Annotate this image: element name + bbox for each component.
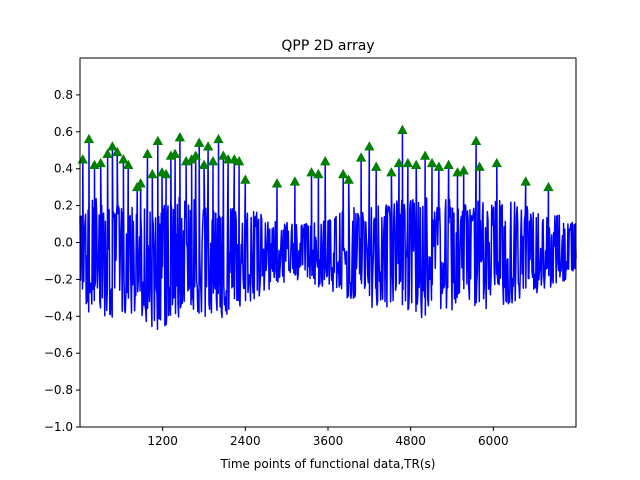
peak-marker: [520, 176, 531, 186]
peak-marker: [193, 137, 205, 147]
peak-marker: [222, 154, 234, 164]
signal-layer: [79, 129, 577, 331]
y-tick-label: −0.4: [44, 309, 73, 323]
peak-marker: [289, 176, 301, 186]
peak-marker: [426, 157, 438, 168]
peak-marker: [410, 159, 422, 170]
y-tick-label: 0.0: [54, 236, 73, 250]
peak-marker: [271, 178, 283, 188]
peak-marker: [474, 161, 485, 171]
peak-marker: [419, 150, 431, 160]
peak-marker: [207, 155, 219, 166]
peak-marker: [77, 154, 88, 164]
peak-marker: [355, 152, 367, 162]
x-tick-label: 3600: [313, 434, 344, 448]
peak-marker: [135, 178, 146, 188]
peak-marker: [233, 155, 245, 166]
peak-marker: [190, 150, 201, 160]
x-tick-label: 1200: [147, 434, 178, 448]
peak-marker: [218, 150, 229, 160]
peak-marker: [112, 146, 123, 157]
peak-marker: [174, 132, 186, 142]
peak-marker: [306, 167, 317, 177]
signal-line: [79, 129, 577, 331]
y-tick-label: 0.4: [54, 162, 73, 176]
peak-marker: [364, 141, 375, 151]
peak-marker: [213, 133, 224, 144]
y-tick-label: 0.6: [54, 125, 73, 139]
peak-marker: [147, 168, 158, 179]
peak-marker: [386, 167, 397, 177]
peak-marker: [402, 157, 414, 168]
peak-marker: [240, 174, 251, 184]
y-tick-label: −1.0: [44, 420, 73, 434]
peak-marker: [102, 148, 113, 158]
peak-marker: [169, 148, 181, 158]
x-axis: 1200 2400 3600 4800 6000: [147, 427, 509, 448]
y-axis: −1.0 −0.8 −0.6 −0.4 −0.2 0.0 0.2 0.4 0.6 0.8: [44, 88, 80, 434]
x-tick-label: 6000: [478, 434, 509, 448]
x-axis-label: Time points of functional data,TR(s): [220, 457, 436, 471]
chart-title: QPP 2D array: [281, 38, 374, 54]
peak-marker: [397, 124, 408, 134]
y-tick-label: −0.8: [44, 383, 73, 397]
y-tick-label: 0.8: [54, 88, 73, 102]
peak-marker: [337, 168, 349, 179]
peak-marker: [198, 159, 210, 170]
peak-marker: [95, 157, 106, 168]
peak-marker: [443, 159, 454, 170]
peak-marker: [433, 161, 445, 171]
peak-marker: [320, 155, 331, 166]
y-tick-label: −0.6: [44, 346, 73, 360]
peak-marker: [118, 154, 129, 164]
peak-marker: [543, 181, 554, 192]
peak-marker: [470, 135, 482, 146]
peak-marker: [152, 135, 164, 146]
peak-marker: [142, 148, 153, 158]
y-tick-label: 0.2: [54, 199, 73, 213]
peak-marker: [343, 174, 354, 184]
peak-marker: [123, 159, 134, 170]
peak-marker: [313, 168, 324, 179]
peak-marker: [393, 157, 405, 168]
marker-layer: [77, 124, 554, 192]
peak-marker: [371, 161, 382, 171]
peak-marker: [491, 157, 502, 168]
peak-marker: [83, 133, 95, 144]
peak-marker: [458, 165, 469, 175]
y-tick-label: −0.2: [44, 272, 73, 286]
peak-marker: [160, 168, 172, 179]
peak-marker: [107, 141, 118, 151]
peak-marker: [202, 141, 214, 151]
x-tick-label: 2400: [230, 434, 261, 448]
x-tick-label: 4800: [395, 434, 426, 448]
